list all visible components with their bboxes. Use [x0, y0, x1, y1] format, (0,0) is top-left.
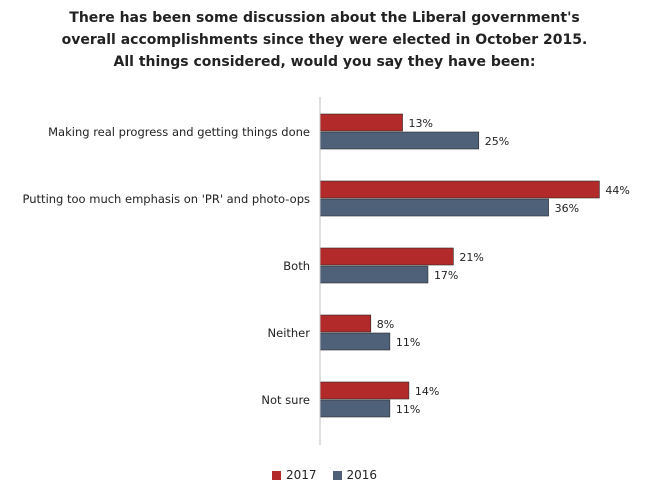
value-label-2017: 44%: [605, 184, 629, 197]
category-label: Making real progress and getting things …: [48, 125, 310, 139]
bar-2017: [319, 314, 372, 333]
bar-2016: [319, 399, 391, 418]
chart-title-line-2: overall accomplishments since they were …: [61, 32, 588, 48]
legend-swatch-2016: [332, 470, 342, 480]
chart-title-line-1: There has been some discussion about the…: [69, 10, 580, 26]
bar-2017: [319, 180, 600, 199]
bar-2016: [319, 265, 429, 284]
bar-chart: Making real progress and getting things …: [23, 97, 630, 445]
bar-2017: [319, 381, 410, 400]
value-label-2017: 13%: [409, 117, 433, 130]
value-label-2016: 11%: [396, 403, 420, 416]
legend-swatch-2017: [271, 470, 281, 480]
category-label: Not sure: [261, 393, 310, 407]
bar-2016: [319, 198, 549, 217]
value-label-2017: 14%: [415, 385, 439, 398]
value-label-2016: 11%: [396, 336, 420, 349]
value-label-2016: 17%: [434, 269, 458, 282]
value-label-2016: 36%: [555, 202, 579, 215]
legend: 2017 2016: [0, 468, 649, 482]
category-label: Both: [283, 259, 310, 273]
value-label-2017: 21%: [459, 251, 483, 264]
legend-item-2017: 2017: [271, 468, 317, 482]
bar-2017: [319, 113, 403, 132]
value-label-2016: 25%: [485, 135, 509, 148]
legend-label-2017: 2017: [285, 468, 317, 482]
category-label: Neither: [268, 326, 311, 340]
legend-item-2016: 2016: [332, 468, 378, 482]
bar-2017: [319, 247, 454, 266]
legend-label-2016: 2016: [346, 468, 378, 482]
bar-2016: [319, 131, 480, 150]
category-label: Putting too much emphasis on 'PR' and ph…: [23, 192, 310, 206]
bar-2016: [319, 332, 391, 351]
value-label-2017: 8%: [377, 318, 394, 331]
chart-title-line-3: All things considered, would you say the…: [113, 54, 536, 70]
